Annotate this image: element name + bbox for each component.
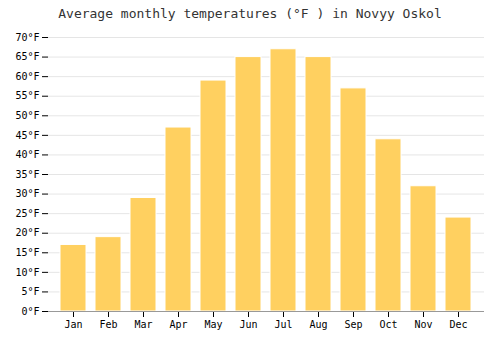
svg-text:May: May bbox=[204, 319, 222, 330]
svg-text:40°F: 40°F bbox=[15, 149, 39, 160]
svg-text:Nov: Nov bbox=[414, 319, 432, 330]
svg-text:Dec: Dec bbox=[449, 319, 467, 330]
svg-text:Sep: Sep bbox=[344, 319, 362, 330]
svg-text:Jul: Jul bbox=[274, 319, 292, 330]
html-text:Average monthly temperatures (: Average monthly temperatures (°F ) in No… bbox=[58, 6, 442, 21]
svg-text:60°F: 60°F bbox=[15, 71, 39, 82]
svg-text:Jan: Jan bbox=[64, 319, 82, 330]
svg-text:20°F: 20°F bbox=[15, 227, 39, 238]
svg-text:25°F: 25°F bbox=[15, 208, 39, 219]
svg-text:Jun: Jun bbox=[239, 319, 257, 330]
svg-text:70°F: 70°F bbox=[15, 32, 39, 43]
svg-text:0°F: 0°F bbox=[21, 306, 39, 317]
svg-text:45°F: 45°F bbox=[15, 130, 39, 141]
svg-text:10°F: 10°F bbox=[15, 267, 39, 278]
svg-text:Feb: Feb bbox=[99, 319, 117, 330]
svg-text:30°F: 30°F bbox=[15, 188, 39, 199]
svg-text:50°F: 50°F bbox=[15, 110, 39, 121]
svg-text:55°F: 55°F bbox=[15, 90, 39, 101]
svg-text:Oct: Oct bbox=[379, 319, 397, 330]
svg-text:35°F: 35°F bbox=[15, 169, 39, 180]
svg-text:15°F: 15°F bbox=[15, 247, 39, 258]
svg-text:65°F: 65°F bbox=[15, 51, 39, 62]
svg-text:5°F: 5°F bbox=[21, 286, 39, 297]
svg-text:Aug: Aug bbox=[309, 319, 327, 330]
svg-text:Apr: Apr bbox=[169, 319, 187, 330]
svg-text:Mar: Mar bbox=[134, 319, 152, 330]
